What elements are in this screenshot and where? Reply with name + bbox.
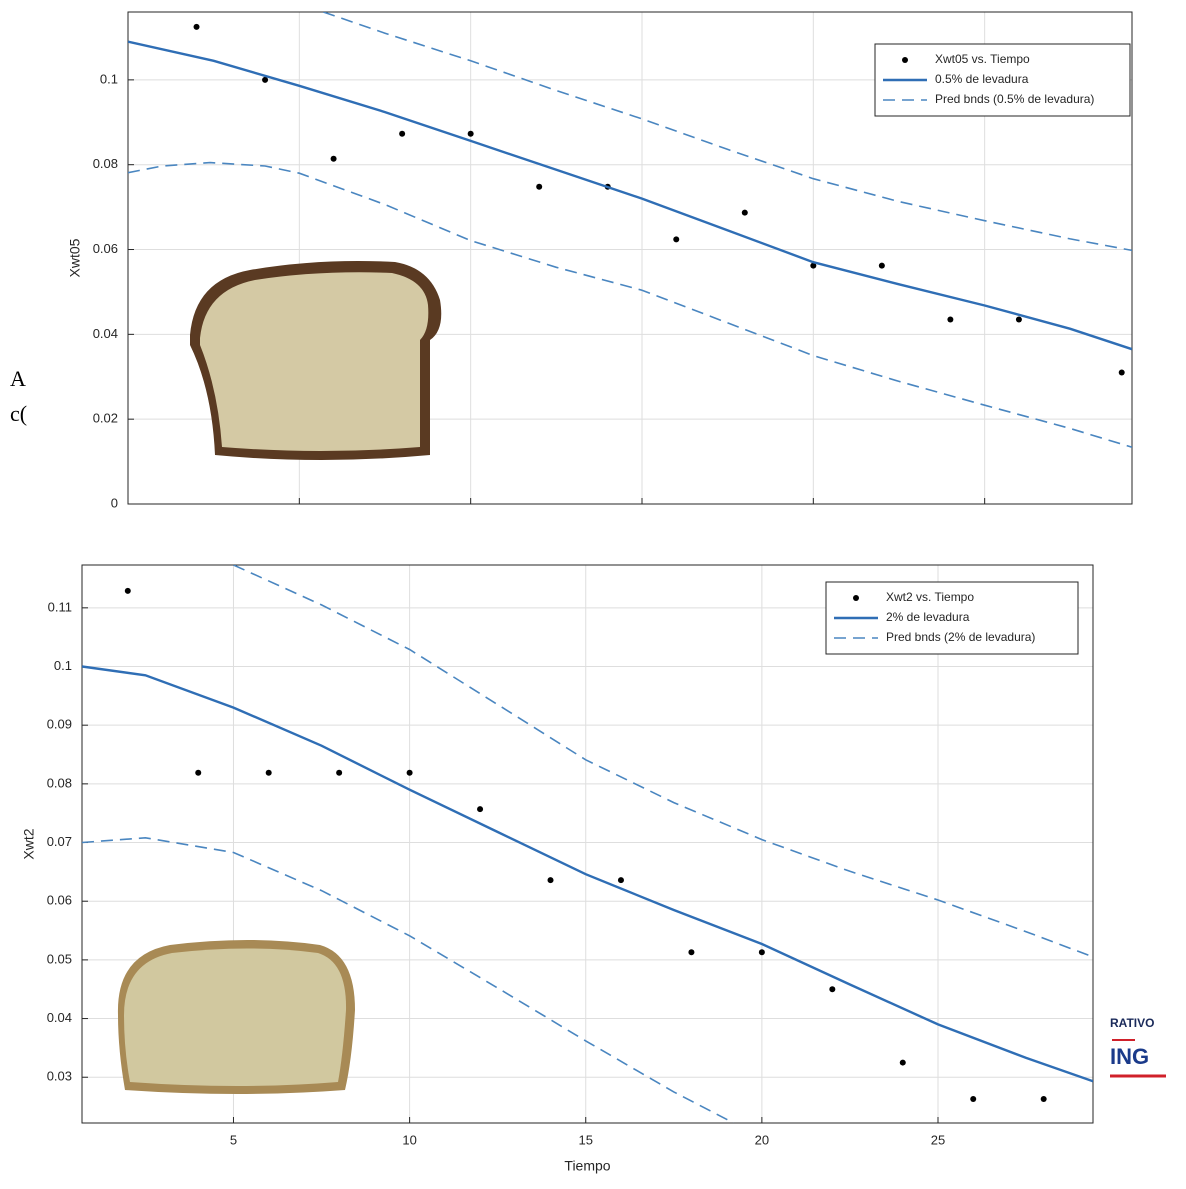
- y-tick-label: 0.08: [47, 775, 72, 790]
- fragment-text: c(: [10, 401, 27, 426]
- y-tick-label: 0: [111, 495, 118, 510]
- x-tick-label: 25: [931, 1132, 945, 1147]
- data-point: [330, 155, 337, 162]
- plot-frame: [81, 564, 1094, 1124]
- y-tick-label: 0.03: [47, 1069, 72, 1084]
- legend-label: 2% de levadura: [886, 610, 970, 624]
- data-point: [477, 806, 484, 813]
- legend-label: Xwt05 vs. Tiempo: [935, 52, 1030, 66]
- x-tick-label: 10: [402, 1132, 416, 1147]
- y-axis-label: Xwt05: [67, 238, 83, 277]
- legend-marker: [853, 595, 859, 601]
- data-point: [741, 209, 748, 216]
- data-point: [1118, 369, 1125, 376]
- x-tick-label: 15: [579, 1132, 593, 1147]
- y-tick-label: 0.04: [47, 1010, 72, 1025]
- legend-marker: [902, 57, 908, 63]
- data-point: [878, 262, 885, 269]
- y-tick-label: 0.05: [47, 951, 72, 966]
- fit-line: [82, 665, 1093, 1083]
- prediction-bound: [82, 836, 735, 1123]
- data-point: [1040, 1095, 1047, 1102]
- legend-label: Xwt2 vs. Tiempo: [886, 590, 974, 604]
- y-tick-label: 0.09: [47, 717, 72, 732]
- data-point: [810, 262, 817, 269]
- data-point: [467, 130, 474, 137]
- fragment-text: ING: [1110, 1044, 1149, 1069]
- data-point: [265, 769, 272, 776]
- prediction-bound: [233, 565, 1093, 958]
- legend-label: Pred bnds (2% de levadura): [886, 630, 1035, 644]
- data-point: [947, 316, 954, 323]
- data-point: [829, 986, 836, 993]
- data-point: [262, 76, 269, 83]
- data-point: [193, 23, 200, 30]
- x-tick-label: 5: [230, 1132, 237, 1147]
- data-point: [617, 877, 624, 884]
- legend-label: 0.5% de levadura: [935, 72, 1029, 86]
- y-tick-label: 0.11: [48, 599, 72, 614]
- fragment-text: RATIVO: [1110, 1016, 1154, 1030]
- bread-photo: [190, 261, 442, 460]
- data-point: [124, 587, 131, 594]
- fit-line: [128, 40, 1132, 351]
- plot-content: [128, 12, 1132, 448]
- plot-content: [82, 565, 1093, 1123]
- plot-frame: [127, 11, 1133, 505]
- data-point: [1015, 316, 1022, 323]
- data-point: [688, 949, 695, 956]
- data-point: [758, 949, 765, 956]
- data-point: [195, 769, 202, 776]
- y-tick-label: 0.04: [93, 326, 118, 341]
- data-point: [673, 236, 680, 243]
- legend-label: Pred bnds (0.5% de levadura): [935, 92, 1094, 106]
- y-tick-label: 0.02: [93, 411, 118, 426]
- data-point: [406, 769, 413, 776]
- x-tick-label: 20: [755, 1132, 769, 1147]
- data-point: [399, 130, 406, 137]
- data-point: [899, 1059, 906, 1066]
- y-tick-label: 0.06: [93, 241, 118, 256]
- y-tick-label: 0.08: [93, 156, 118, 171]
- fragment-text: A: [10, 366, 26, 391]
- y-tick-label: 0.07: [47, 834, 72, 849]
- prediction-bound: [323, 12, 1132, 252]
- bread-photo: [117, 940, 355, 1094]
- y-tick-label: 0.1: [100, 71, 118, 86]
- y-axis-label: Xwt2: [21, 828, 37, 859]
- y-tick-label: 0.06: [47, 893, 72, 908]
- prediction-bound: [128, 161, 1132, 448]
- data-point: [970, 1095, 977, 1102]
- data-point: [547, 877, 554, 884]
- y-tick-label: 0.1: [54, 658, 72, 673]
- data-point: [336, 769, 343, 776]
- data-point: [536, 183, 543, 190]
- x-axis-label: Tiempo: [564, 1158, 610, 1174]
